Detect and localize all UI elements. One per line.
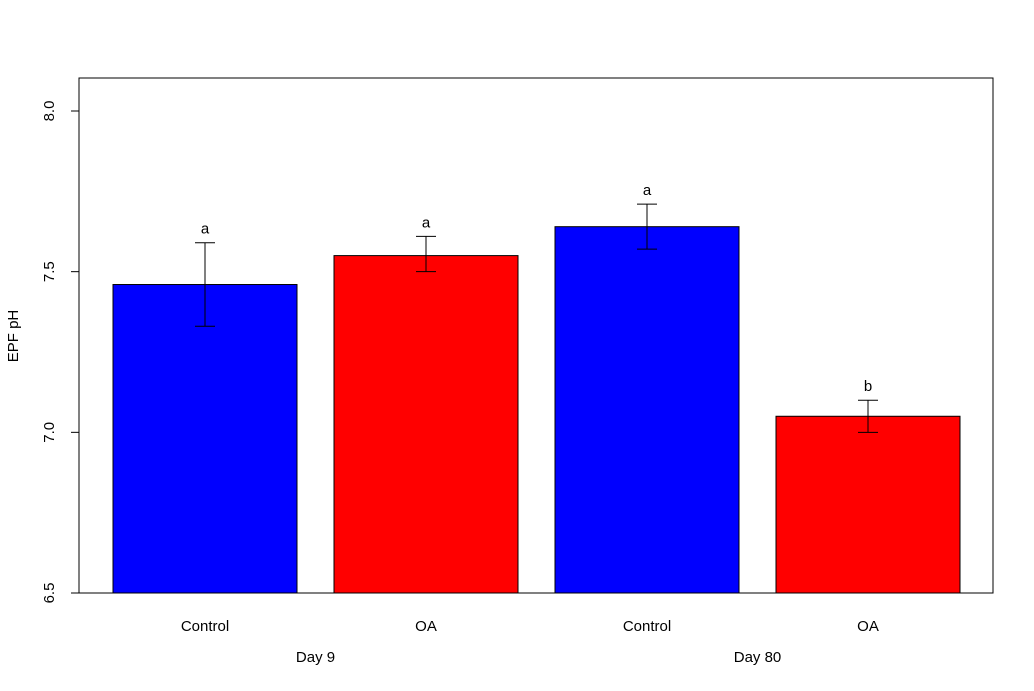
error-bars-layer: [195, 203, 878, 433]
y-tick-label-3: 7.5: [41, 261, 58, 282]
bar-1: [112, 284, 298, 594]
bar-3: [554, 226, 740, 594]
plot-frame: [78, 77, 994, 594]
bars-layer: [112, 226, 961, 594]
bar-2: [333, 255, 519, 594]
y-tick-label-2: 7.0: [41, 422, 58, 443]
bar-4: [775, 415, 961, 594]
x-axis-labels: Control OA Control OA Day 9 Day 80: [181, 618, 879, 666]
y-axis: 6.5 7.0 7.5 8.0: [41, 101, 80, 604]
significance-letters-layer: a a a b: [201, 182, 872, 395]
significance-letter-3: a: [643, 182, 652, 199]
group-label-1: Day 9: [296, 649, 335, 666]
x-tick-label-4: OA: [857, 618, 879, 635]
x-tick-label-1: Control: [181, 618, 229, 635]
y-tick-label-4: 8.0: [41, 101, 58, 122]
x-tick-label-2: OA: [415, 618, 437, 635]
y-tick-label-1: 6.5: [41, 583, 58, 604]
significance-letter-2: a: [422, 214, 431, 231]
y-axis-title: EPF pH: [5, 310, 22, 363]
significance-letter-4: b: [864, 378, 872, 395]
group-label-2: Day 80: [734, 649, 782, 666]
significance-letter-1: a: [201, 221, 210, 238]
x-tick-label-3: Control: [623, 618, 671, 635]
